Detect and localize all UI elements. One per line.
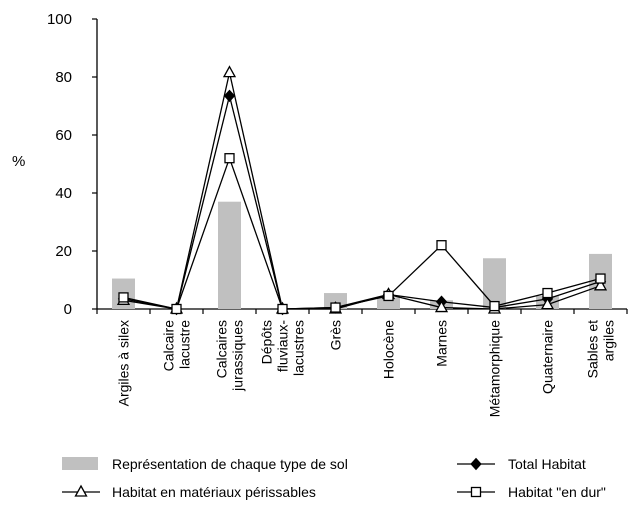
x-category-label: Calcaire lacustre bbox=[161, 320, 193, 372]
point-triangle bbox=[222, 65, 237, 78]
bar bbox=[483, 258, 506, 309]
point-square bbox=[595, 273, 606, 284]
x-tick-label-line: lacustre bbox=[177, 320, 193, 369]
y-tick-label: 80 bbox=[55, 69, 72, 86]
legend-marker-diamond bbox=[470, 457, 482, 471]
point-square bbox=[383, 290, 394, 302]
x-tick-label-line: Holocène bbox=[381, 320, 397, 379]
x-category-label: Argiles à silex bbox=[116, 320, 132, 406]
x-tick-label-line: Calcaires bbox=[214, 320, 230, 378]
legend: Représentation de chaque type de sol Tota… bbox=[62, 456, 606, 500]
y-tick-label: 60 bbox=[55, 127, 72, 144]
point-triangle bbox=[540, 297, 555, 310]
series-lines bbox=[123, 72, 601, 310]
bars bbox=[112, 201, 612, 309]
y-tick-label: 0 bbox=[64, 301, 72, 318]
bar bbox=[324, 293, 347, 309]
x-tick-label-line: Dépôts bbox=[259, 320, 275, 364]
x-tick-labels: Argiles à silex Calcaire lacustre Calcaires… bbox=[116, 320, 617, 418]
legend-item: Habitat en matériaux périssables bbox=[62, 484, 316, 500]
x-tick-label-line: Marnes bbox=[434, 320, 450, 367]
legend-label: Habitat "en dur" bbox=[508, 484, 606, 500]
x-category-label: Marnes bbox=[434, 320, 450, 367]
legend-swatch-bar bbox=[62, 457, 98, 470]
x-tick-label-line: Grès bbox=[328, 320, 344, 350]
legend-item: Représentation de chaque type de sol bbox=[62, 456, 348, 472]
series-line-triangle bbox=[123, 72, 601, 310]
x-category-label: Calcaires jurassiques bbox=[214, 320, 246, 392]
y-tick-label: 40 bbox=[55, 185, 72, 202]
x-tick-label-line: Sables et bbox=[585, 320, 601, 378]
axes: 0 20 40 60 80 100 bbox=[47, 11, 628, 318]
x-category-label: Quaternaire bbox=[540, 320, 556, 394]
series-markers bbox=[116, 65, 608, 316]
bar bbox=[218, 201, 241, 309]
point-square bbox=[118, 292, 129, 303]
x-tick-label-line: Quaternaire bbox=[540, 320, 556, 394]
x-tick-label-line: fluviaux- bbox=[275, 320, 291, 372]
x-category-label: Sables et argiles bbox=[585, 320, 617, 378]
x-tick-label-line: jurassiques bbox=[230, 320, 246, 392]
point-triangle bbox=[593, 278, 608, 291]
series-line-square bbox=[123, 156, 601, 310]
x-tick-label-line: argiles bbox=[601, 320, 617, 361]
point-triangle bbox=[434, 300, 449, 313]
x-category-label: Métamorphique bbox=[487, 320, 503, 417]
x-tick-label-line: lacustres bbox=[291, 320, 307, 376]
point-square bbox=[277, 303, 288, 315]
point-square bbox=[224, 153, 235, 164]
x-category-label: Grès bbox=[328, 320, 344, 350]
legend-label: Représentation de chaque type de sol bbox=[112, 456, 348, 472]
bar bbox=[377, 297, 400, 309]
x-tick-label-line: Argiles à silex bbox=[116, 320, 132, 406]
x-tick-label-line: Métamorphique bbox=[487, 320, 503, 417]
y-axis-label: % bbox=[12, 153, 25, 170]
legend-marker-triangle bbox=[74, 484, 88, 497]
point-square bbox=[330, 302, 341, 313]
point-square bbox=[436, 240, 447, 251]
y-tick-label: 20 bbox=[55, 243, 72, 260]
legend-item: Habitat "en dur" bbox=[457, 484, 606, 500]
legend-label: Total Habitat bbox=[508, 456, 586, 472]
y-tick-label: 100 bbox=[47, 11, 72, 28]
x-category-label: Holocène bbox=[381, 320, 397, 379]
point-square bbox=[542, 287, 553, 299]
legend-marker-square bbox=[470, 486, 482, 498]
point-square bbox=[489, 300, 500, 312]
legend-label: Habitat en matériaux périssables bbox=[112, 484, 316, 500]
series-line-diamond bbox=[123, 95, 601, 310]
x-category-label: Dépôts fluviaux-lacustres bbox=[259, 320, 307, 376]
x-tick-label-line: Calcaire bbox=[161, 320, 177, 372]
legend-item: Total Habitat bbox=[457, 456, 586, 472]
point-square bbox=[171, 303, 182, 315]
point-diamond bbox=[223, 89, 236, 103]
